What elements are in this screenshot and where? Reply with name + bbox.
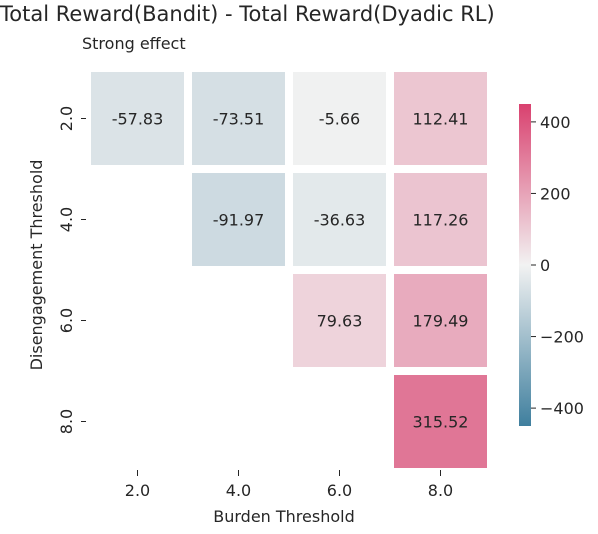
cell-value-label: -57.83 [112, 110, 164, 129]
heatmap-cell [192, 173, 285, 266]
heatmap-cell [293, 173, 386, 266]
cell-value-label: 79.63 [317, 312, 363, 331]
x-axis-label: Burden Threshold [213, 507, 355, 526]
cell-value-label: -73.51 [213, 110, 265, 129]
colorbar-tick-label: −400 [540, 399, 584, 418]
heatmap-cell [394, 173, 487, 266]
heatmap-cell [394, 375, 487, 468]
cell-value-label: -36.63 [314, 211, 366, 230]
cell-value-label: -91.97 [213, 211, 265, 230]
heatmap-cell [192, 72, 285, 165]
chart-subtitle: Strong effect [82, 34, 186, 53]
cell-value-label: 117.26 [413, 211, 469, 230]
y-axis-label: Disengagement Threshold [27, 160, 46, 371]
heatmap-cell [394, 72, 487, 165]
x-tick-label: 8.0 [428, 481, 453, 500]
y-tick-label: 2.0 [57, 106, 76, 131]
colorbar-tick-label: 400 [540, 113, 571, 132]
heatmap-cell [293, 274, 386, 367]
colorbar [519, 104, 531, 426]
x-tick-label: 2.0 [125, 481, 150, 500]
colorbar-tick-label: 200 [540, 184, 571, 203]
y-axis-ticks: 2.0 4.0 6.0 8.0 [57, 106, 86, 434]
colorbar-ticks: −400 −200 0 200 400 [531, 113, 584, 418]
heatmap-cells: -57.83 -73.51 -5.66 112.41 -91.97 -36.63 117.2… [91, 72, 487, 468]
x-axis-ticks: 2.0 4.0 6.0 8.0 [125, 470, 453, 500]
cell-value-label: -5.66 [319, 110, 360, 129]
cell-value-label: 179.49 [413, 312, 469, 331]
cell-value-label: 315.52 [413, 413, 469, 432]
x-tick-label: 4.0 [226, 481, 251, 500]
heatmap-cell [293, 72, 386, 165]
heatmap-cell [91, 72, 184, 165]
x-tick-label: 6.0 [327, 481, 352, 500]
y-tick-label: 4.0 [57, 207, 76, 232]
chart-title: Total Reward(Bandit) - Total Reward(Dyad… [0, 2, 495, 26]
colorbar-tick-label: −200 [540, 328, 584, 347]
colorbar-tick-label: 0 [540, 256, 550, 275]
cell-value-label: 112.41 [413, 110, 469, 129]
y-tick-label: 6.0 [57, 308, 76, 333]
y-tick-label: 8.0 [57, 409, 76, 434]
heatmap-cell [394, 274, 487, 367]
